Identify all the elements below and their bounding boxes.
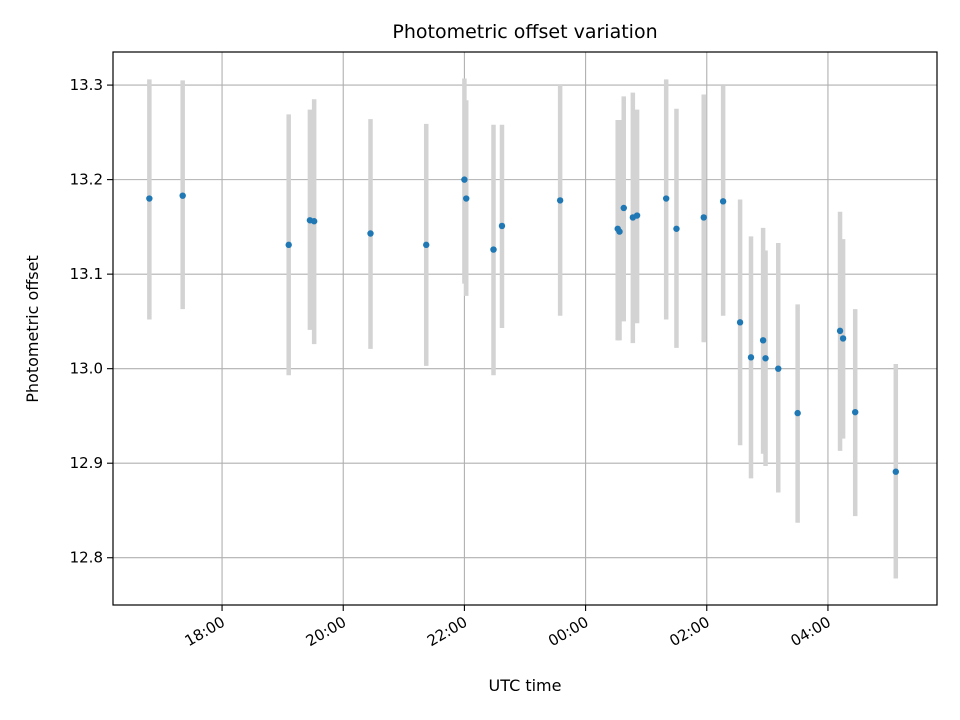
y-tick-label: 12.8 [70, 549, 103, 567]
data-point [179, 192, 186, 199]
data-point [747, 354, 755, 361]
data-point [285, 241, 292, 249]
y-axis-ticks: 12.8 12.9 13.0 13.1 13.2 13.3 [70, 76, 113, 567]
data-point [310, 218, 318, 225]
data-point [556, 197, 564, 204]
data-point [367, 230, 374, 237]
data-point [620, 204, 627, 212]
data-point [736, 319, 744, 326]
data-point [775, 365, 782, 372]
data-point [892, 468, 899, 475]
y-tick-label: 12.9 [70, 454, 103, 472]
data-point [146, 195, 153, 202]
data-point [794, 409, 801, 417]
data-point [633, 212, 641, 219]
data-point [673, 225, 680, 232]
data-point [762, 355, 769, 362]
data-point [719, 198, 727, 205]
data-point [616, 228, 623, 235]
data-point [461, 176, 468, 183]
y-axis-title: Photometric offset [23, 255, 42, 403]
y-tick-label: 13.3 [70, 76, 103, 94]
data-point [498, 222, 506, 230]
data-point [490, 246, 497, 253]
chart-title: Photometric offset variation [392, 21, 657, 43]
data-point [836, 327, 844, 335]
data-point [423, 241, 430, 249]
data-point [839, 335, 847, 342]
data-points [146, 176, 899, 475]
data-point [700, 214, 707, 221]
y-tick-label: 13.1 [70, 265, 103, 283]
data-point [852, 408, 859, 416]
data-point [463, 195, 470, 202]
x-axis-title: UTC time [489, 676, 562, 695]
y-tick-label: 13.2 [70, 171, 103, 189]
grid-lines [113, 52, 937, 605]
data-point [662, 195, 670, 202]
y-tick-label: 13.0 [70, 360, 103, 378]
data-point [759, 337, 767, 344]
plot-frame [112, 51, 938, 606]
